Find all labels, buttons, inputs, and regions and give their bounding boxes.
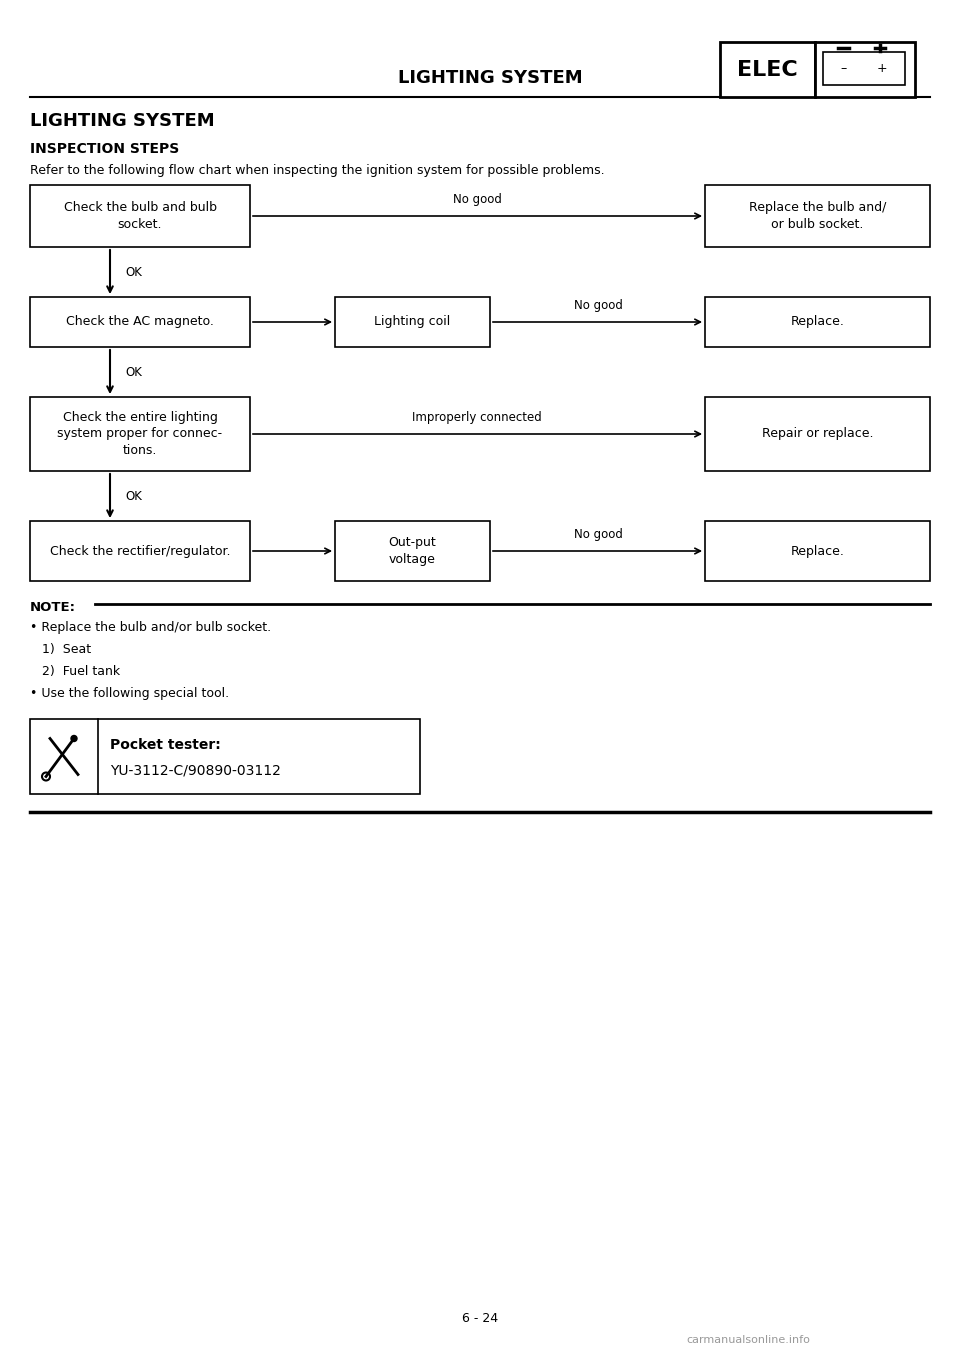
Text: LIGHTING SYSTEM: LIGHTING SYSTEM	[397, 69, 583, 87]
Text: 2)  Fuel tank: 2) Fuel tank	[30, 665, 120, 678]
Text: Replace the bulb and/
or bulb socket.: Replace the bulb and/ or bulb socket.	[749, 201, 886, 231]
Circle shape	[71, 736, 77, 741]
Bar	[705, 521, 930, 581]
Bar	[335, 297, 490, 348]
Text: OK: OK	[125, 266, 142, 278]
Bar	[30, 185, 250, 247]
Text: No good: No good	[573, 299, 622, 312]
Text: ELEC: ELEC	[737, 60, 798, 80]
Bar	[30, 718, 420, 794]
Text: No good: No good	[452, 193, 501, 206]
Text: +: +	[876, 62, 887, 75]
Text: INSPECTION STEPS: INSPECTION STEPS	[30, 143, 180, 156]
Text: Lighting coil: Lighting coil	[374, 315, 450, 329]
Text: Check the bulb and bulb
socket.: Check the bulb and bulb socket.	[63, 201, 217, 231]
Text: • Replace the bulb and/or bulb socket.: • Replace the bulb and/or bulb socket.	[30, 621, 271, 634]
Text: • Use the following special tool.: • Use the following special tool.	[30, 687, 229, 699]
Text: –: –	[840, 62, 847, 75]
Bar	[705, 397, 930, 471]
Text: Improperly connected: Improperly connected	[412, 411, 541, 424]
Text: Refer to the following flow chart when inspecting the ignition system for possib: Refer to the following flow chart when i…	[30, 164, 605, 177]
Bar	[30, 397, 250, 471]
Bar	[30, 297, 250, 348]
Text: Pocket tester:: Pocket tester:	[110, 739, 221, 752]
Text: carmanualsonline.info: carmanualsonline.info	[686, 1335, 811, 1344]
Text: Check the rectifier/regulator.: Check the rectifier/regulator.	[50, 545, 230, 558]
Text: No good: No good	[573, 528, 622, 540]
Bar	[705, 297, 930, 348]
Text: NOTE:: NOTE:	[30, 602, 76, 614]
Text: 6 - 24: 6 - 24	[462, 1312, 498, 1324]
Text: Replace.: Replace.	[791, 315, 845, 329]
Text: Check the AC magneto.: Check the AC magneto.	[66, 315, 214, 329]
Bar	[335, 521, 490, 581]
Text: Repair or replace.: Repair or replace.	[761, 428, 874, 440]
Text: Replace.: Replace.	[791, 545, 845, 558]
Text: Out-put
voltage: Out-put voltage	[389, 536, 437, 566]
Bar	[705, 185, 930, 247]
Text: OK: OK	[125, 365, 142, 379]
Bar	[823, 52, 905, 86]
Text: 1)  Seat: 1) Seat	[30, 642, 91, 656]
Text: Check the entire lighting
system proper for connec-
tions.: Check the entire lighting system proper …	[58, 410, 223, 458]
Text: LIGHTING SYSTEM: LIGHTING SYSTEM	[30, 111, 215, 130]
Text: YU-3112-C/90890-03112: YU-3112-C/90890-03112	[110, 763, 281, 777]
Bar	[720, 42, 815, 96]
Bar	[815, 42, 915, 96]
Text: OK: OK	[125, 489, 142, 502]
Bar	[30, 521, 250, 581]
